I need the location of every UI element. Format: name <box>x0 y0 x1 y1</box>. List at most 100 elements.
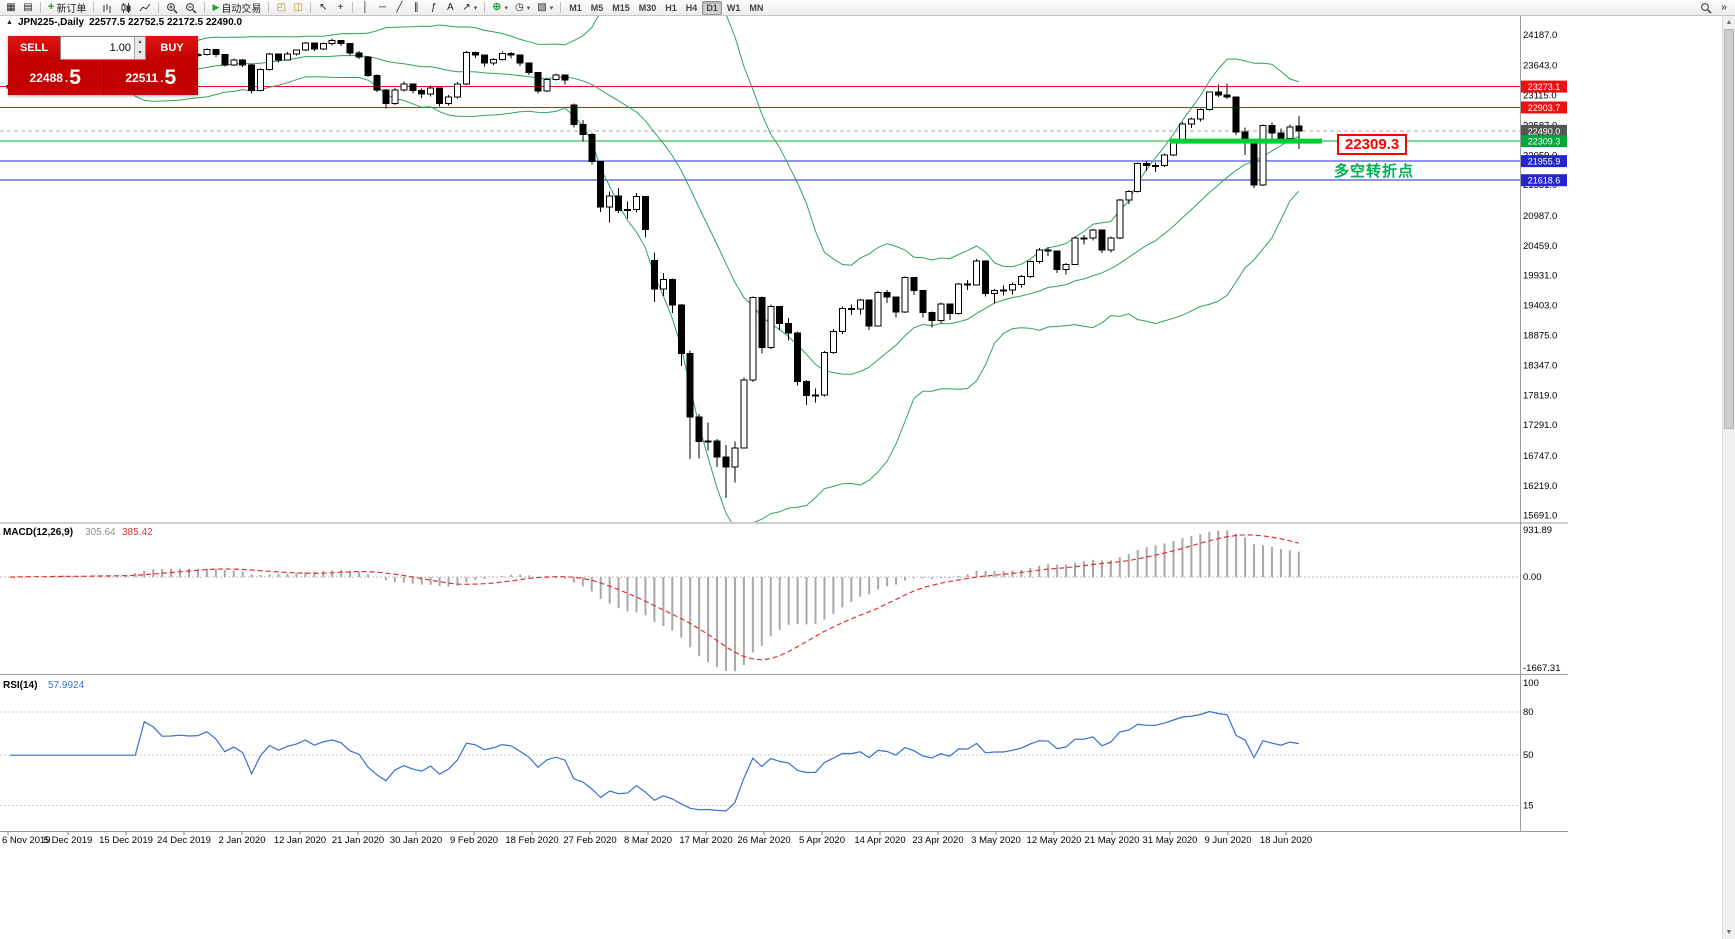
macd-pane: 931.89 0.00 -1667.31 MACD(12,26,9) 305.64 385… <box>0 525 1561 674</box>
search-icon <box>1701 2 1712 14</box>
buy-price-display[interactable]: 22511. 5 <box>104 60 199 95</box>
trendline-button[interactable]: ╱ <box>391 1 407 15</box>
svg-text:18 Jun 2020: 18 Jun 2020 <box>1260 835 1312 846</box>
periods-button[interactable]: ◷ ▾ <box>512 1 533 15</box>
sell-price-pip: 5 <box>69 66 81 89</box>
svg-text:15 Dec 2019: 15 Dec 2019 <box>99 835 153 846</box>
svg-text:20987.0: 20987.0 <box>1523 211 1557 222</box>
new-chart-button[interactable]: ▦ <box>3 1 19 15</box>
candlestick-chart-button[interactable] <box>117 1 135 15</box>
autotrading-button[interactable]: ▶ 自动交易 <box>209 1 264 16</box>
line-chart-icon <box>140 3 151 11</box>
indicators-icon: ⊕ <box>492 1 502 13</box>
cursor-button[interactable]: ↖ <box>315 1 331 15</box>
spinner-down-icon[interactable]: ▾ <box>135 48 145 59</box>
toolbar-separator <box>268 2 270 13</box>
vertical-scrollbar[interactable]: ▲ ▼ <box>1722 16 1735 939</box>
fibonacci-button[interactable]: ƒ <box>425 1 441 15</box>
sell-button[interactable]: SELL <box>8 36 60 60</box>
scroll-up-icon[interactable]: ▲ <box>1725 19 1733 26</box>
price-annotation-box[interactable]: 22309.3 <box>1337 134 1408 155</box>
timeframe-M5[interactable]: M5 <box>587 1 608 15</box>
one-click-trading-panel: SELL 1.00 ▴ ▾ BUY 22488. 5 22511. 5 <box>8 36 198 95</box>
toolbar-separator <box>484 2 486 13</box>
volume-spinner[interactable]: ▴ ▾ <box>134 37 145 59</box>
svg-text:16219.0: 16219.0 <box>1523 481 1557 492</box>
timeframe-M15[interactable]: M15 <box>608 1 634 15</box>
svg-text:17 Mar 2020: 17 Mar 2020 <box>679 835 732 846</box>
svg-text:26 Mar 2020: 26 Mar 2020 <box>737 835 790 846</box>
timeframe-H4[interactable]: H4 <box>682 1 702 15</box>
crosshair-icon: + <box>337 1 344 13</box>
chart-canvas[interactable]: 24187.023643.023115.022587.022059.021531… <box>0 16 1568 939</box>
svg-text:14 Apr 2020: 14 Apr 2020 <box>854 835 905 846</box>
chevron-down-icon: ▾ <box>504 4 508 12</box>
vertical-line-button[interactable]: │ <box>357 1 373 15</box>
templates-button[interactable]: ▧ ▾ <box>534 1 556 15</box>
timeframe-M1[interactable]: M1 <box>565 1 586 15</box>
horizontal-line-button[interactable]: ─ <box>374 1 390 15</box>
toolbar-separator <box>352 2 354 13</box>
text-tool-icon: A <box>447 1 454 13</box>
text-button[interactable]: A <box>442 1 458 15</box>
ohlc-readout: 22577.5 22752.5 22172.5 22490.0 <box>89 17 243 28</box>
svg-text:21 May 2020: 21 May 2020 <box>1085 835 1140 846</box>
new-order-label: 新订单 <box>56 4 87 15</box>
new-order-plus-icon: + <box>48 1 55 13</box>
timeframe-MN[interactable]: MN <box>745 1 767 15</box>
chart-window[interactable]: 24187.023643.023115.022587.022059.021531… <box>0 16 1568 939</box>
chevron-down-icon: ▾ <box>526 4 531 12</box>
turning-point-note[interactable]: 多空转折点 <box>1334 163 1415 180</box>
svg-text:23115.0: 23115.0 <box>1523 91 1557 102</box>
price-tag <box>1521 124 1567 137</box>
cascade-windows-button[interactable]: ◰ <box>273 1 289 15</box>
svg-text:931.89: 931.89 <box>1523 525 1552 536</box>
timeframe-D1[interactable]: D1 <box>702 0 722 15</box>
svg-text:23273.1: 23273.1 <box>1528 82 1561 92</box>
svg-text:18875.0: 18875.0 <box>1523 331 1557 342</box>
scrollbar-thumb[interactable] <box>1724 29 1734 429</box>
tile-windows-button[interactable]: ◫ <box>290 1 306 15</box>
toolbar-separator <box>40 2 41 13</box>
svg-text:21 Jan 2020: 21 Jan 2020 <box>332 835 384 846</box>
timeframe-W1[interactable]: W1 <box>723 1 745 15</box>
indicators-button[interactable]: ⊕ ▾ <box>489 1 511 15</box>
zoom-in-button[interactable] <box>163 1 181 15</box>
bar-chart-icon <box>103 3 111 13</box>
chevron-down-icon: ▾ <box>473 4 478 12</box>
timeframe-M30[interactable]: M30 <box>635 1 661 15</box>
new-order-button[interactable]: + 新订单 <box>45 1 89 16</box>
volume-field[interactable]: 1.00 ▴ ▾ <box>60 36 146 60</box>
svg-text:18347.0: 18347.0 <box>1523 360 1557 371</box>
svg-text:27 Feb 2020: 27 Feb 2020 <box>563 835 616 846</box>
one-click-panel-toggle-icon[interactable]: ▲ <box>6 19 13 26</box>
channel-button[interactable]: ∥ <box>408 1 424 15</box>
rsi-line <box>10 710 1299 812</box>
sell-price-display[interactable]: 22488. 5 <box>8 60 104 95</box>
timeframe-H1[interactable]: H1 <box>661 1 681 15</box>
trendline-icon: ╱ <box>396 1 403 13</box>
bar-chart-button[interactable] <box>98 1 116 15</box>
bollinger-upper-band <box>27 16 1299 268</box>
overflow-icon: » <box>1721 1 1727 13</box>
toolbar: ▦ ▤ + 新订单 ▶ 自动交易 ◰ ◫ ↖ + │ ─ ╱ ∥ ƒ A ↗ ▾ … <box>0 0 1735 16</box>
svg-text:100: 100 <box>1523 678 1539 689</box>
line-chart-button[interactable] <box>136 1 154 15</box>
arrows-button[interactable]: ↗ ▾ <box>459 1 480 15</box>
buy-button[interactable]: BUY <box>146 36 198 60</box>
price-tag <box>1521 80 1567 93</box>
toolbar-overflow-button[interactable]: » <box>1716 1 1732 15</box>
crosshair-button[interactable]: + <box>332 1 348 15</box>
timeframe-group: M1 M5 M15 M30 H1 H4 D1 W1 MN <box>565 0 767 15</box>
svg-text:12 Jan 2020: 12 Jan 2020 <box>274 835 326 846</box>
price-tag <box>1521 174 1567 187</box>
spinner-up-icon[interactable]: ▴ <box>135 37 145 48</box>
svg-text:22309.3: 22309.3 <box>1528 137 1561 147</box>
profiles-button[interactable]: ▤ <box>20 1 36 15</box>
zoom-out-button[interactable] <box>182 1 200 15</box>
svg-text:8 Mar 2020: 8 Mar 2020 <box>624 835 672 846</box>
scroll-down-icon[interactable]: ▼ <box>1725 929 1733 936</box>
symbol-period-label: JPN225-,Daily <box>17 17 85 28</box>
svg-text:305.64: 305.64 <box>85 527 116 538</box>
search-button[interactable] <box>1697 1 1715 15</box>
